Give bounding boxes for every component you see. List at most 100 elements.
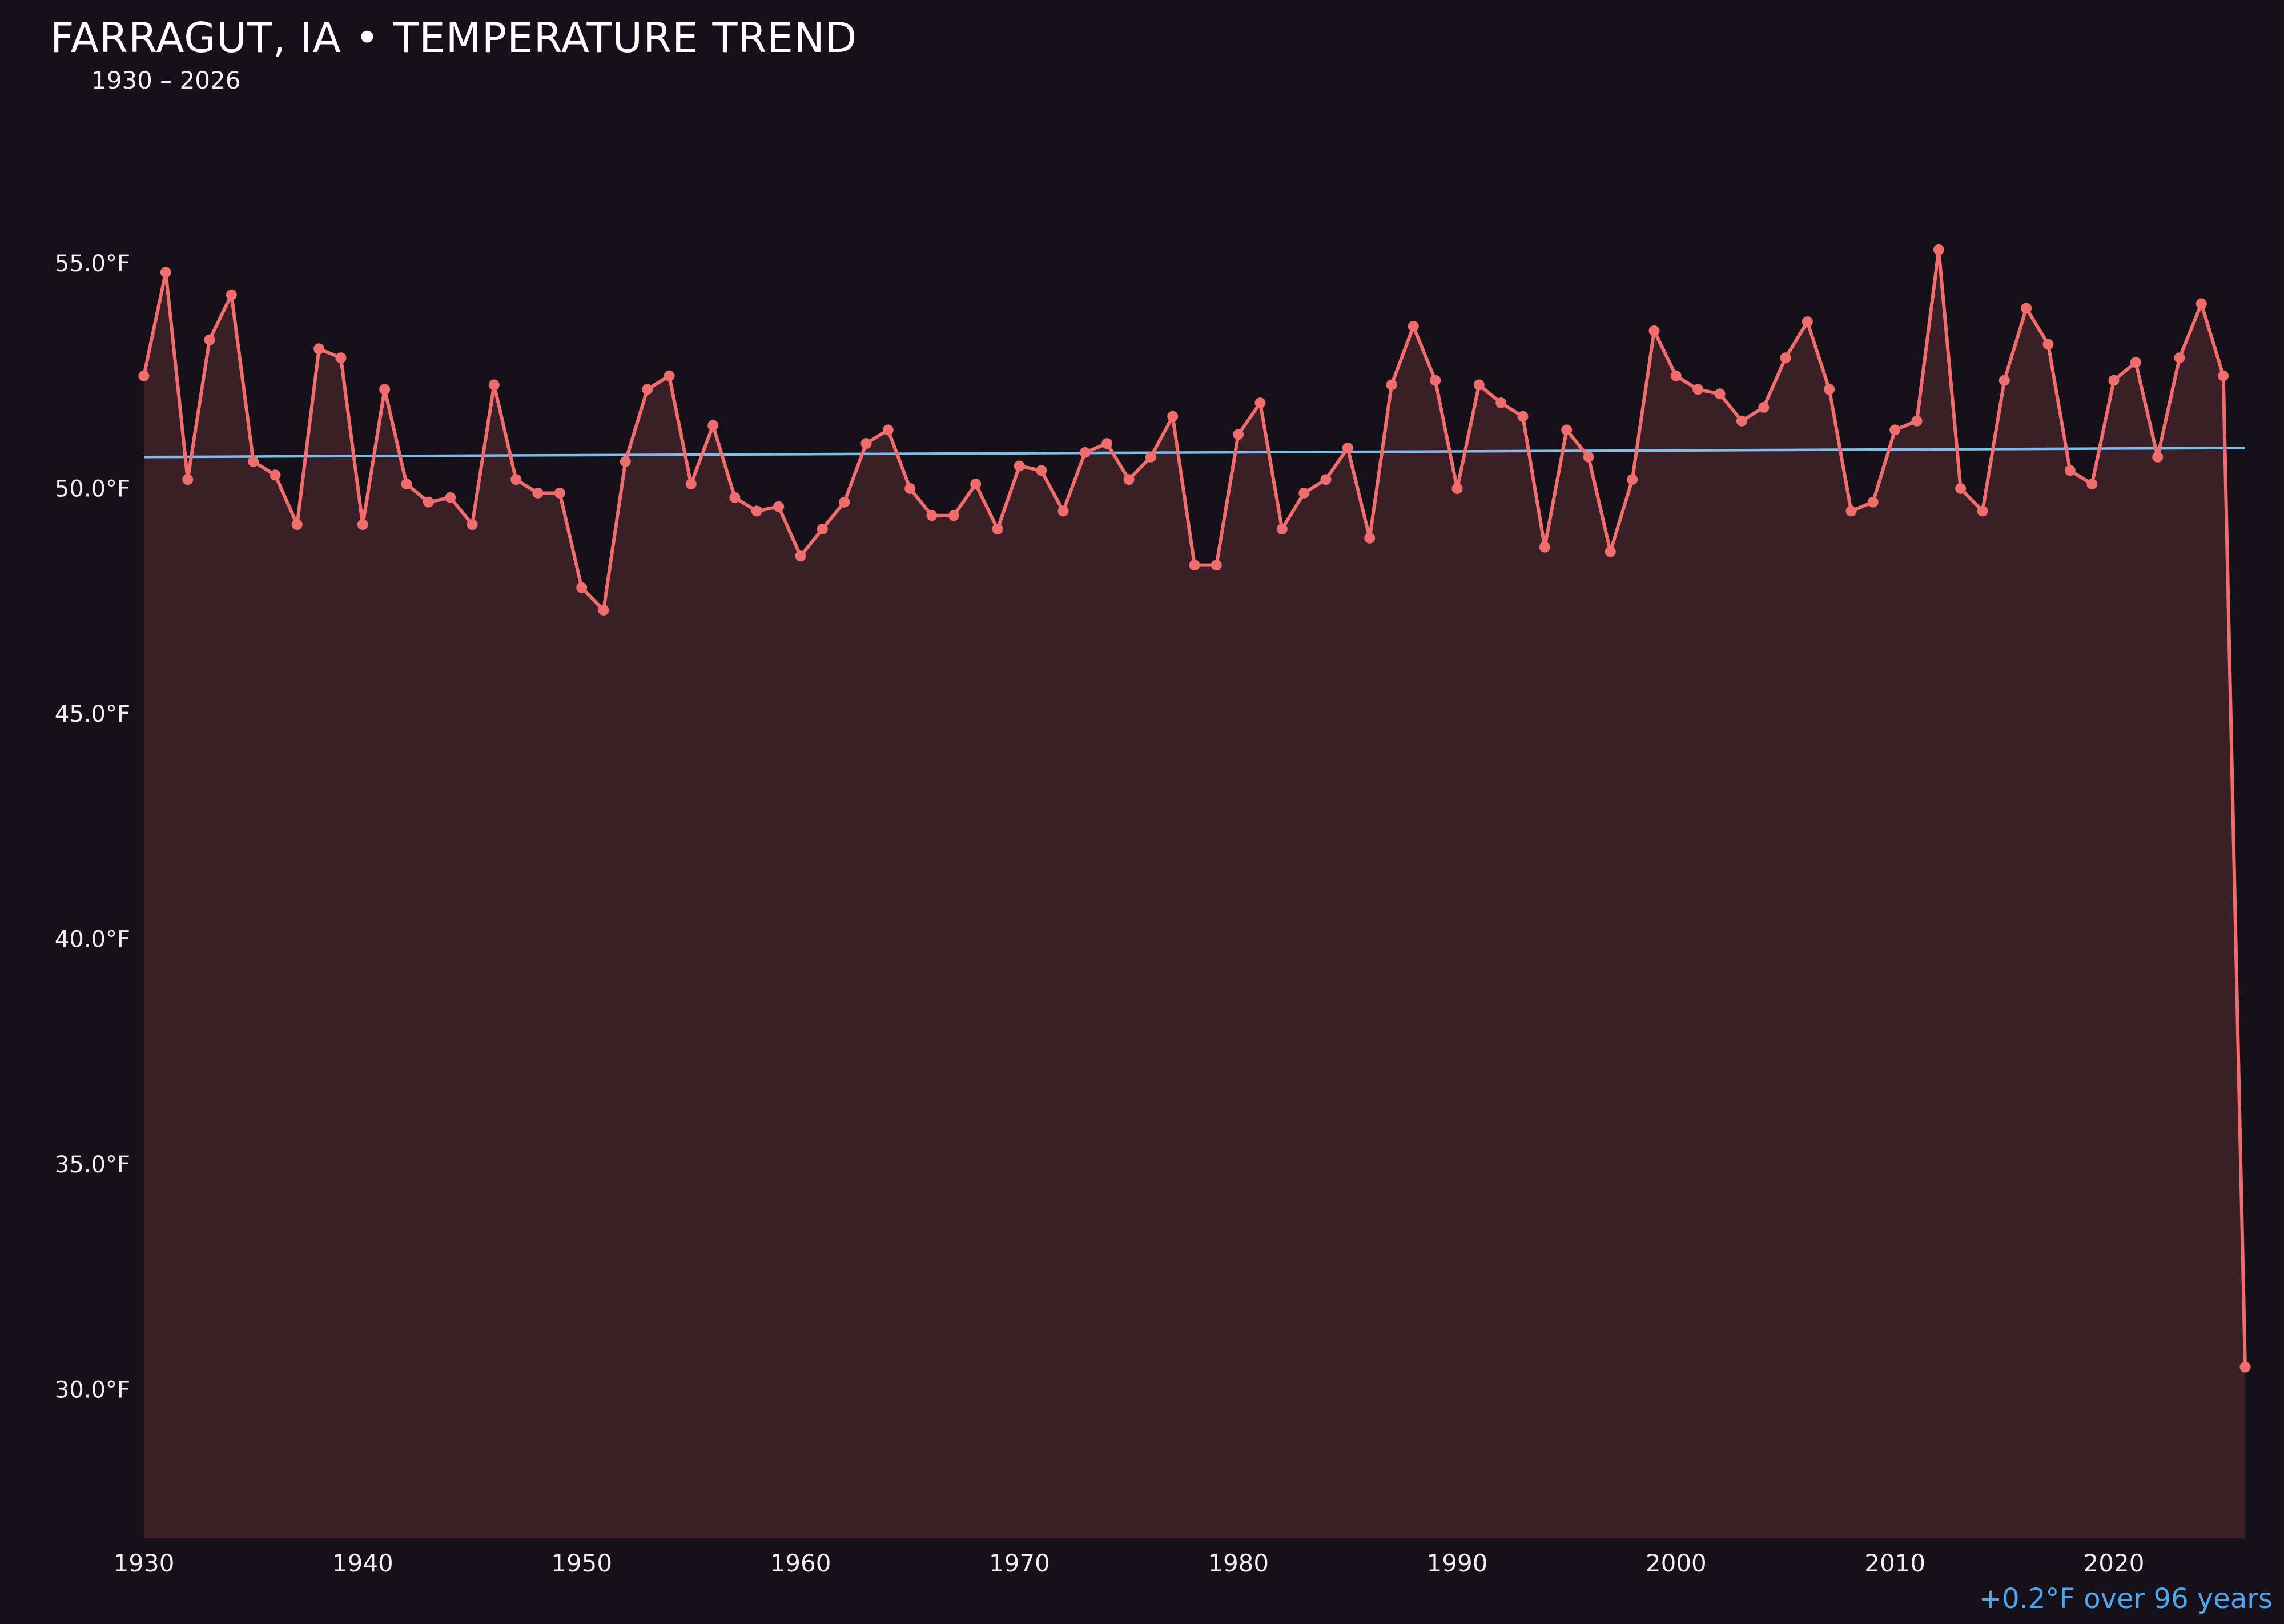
data-point xyxy=(2218,370,2229,381)
data-point xyxy=(2195,298,2207,309)
data-point xyxy=(664,370,675,381)
data-point xyxy=(1320,474,1332,485)
data-point xyxy=(379,384,391,395)
data-point xyxy=(335,352,347,364)
data-point xyxy=(1211,560,1222,571)
data-point xyxy=(1517,411,1529,422)
data-point xyxy=(817,524,828,534)
chart-area-fill xyxy=(144,250,2245,1538)
data-point xyxy=(1298,487,1310,499)
data-point xyxy=(882,424,894,436)
y-axis-tick-label: 30.0°F xyxy=(55,1377,130,1404)
data-point xyxy=(685,479,697,490)
data-point xyxy=(1889,424,1901,436)
x-axis-tick-label: 1950 xyxy=(551,1549,612,1577)
data-point xyxy=(2130,357,2141,368)
data-point xyxy=(1145,451,1156,463)
data-point xyxy=(182,474,194,485)
data-point xyxy=(1539,541,1550,553)
data-point xyxy=(2239,1361,2251,1373)
data-point xyxy=(291,519,303,530)
data-point xyxy=(860,438,872,449)
data-point xyxy=(554,487,565,499)
data-point xyxy=(2086,479,2098,490)
data-point xyxy=(1101,438,1113,449)
data-point xyxy=(707,420,719,431)
data-point xyxy=(926,510,938,521)
data-point xyxy=(532,487,544,499)
data-point xyxy=(839,496,850,508)
data-point xyxy=(1780,352,1791,364)
data-point xyxy=(970,479,982,490)
x-axis-tick-label: 1980 xyxy=(1208,1549,1269,1577)
data-point xyxy=(160,267,171,278)
data-point xyxy=(1254,397,1266,409)
data-point xyxy=(1955,483,1967,494)
data-point xyxy=(138,370,150,381)
y-axis-tick-label: 55.0°F xyxy=(55,251,130,277)
x-axis-tick-label: 2020 xyxy=(2084,1549,2145,1577)
trend-annotation: +0.2°F over 96 years xyxy=(1979,1583,2273,1615)
data-point xyxy=(2021,303,2032,314)
data-point xyxy=(904,483,916,494)
data-point xyxy=(1473,379,1485,391)
data-point xyxy=(1758,402,1770,413)
data-point xyxy=(1276,524,1288,534)
data-point xyxy=(1692,384,1704,395)
data-point xyxy=(1627,474,1638,485)
data-point xyxy=(1386,379,1397,391)
data-point xyxy=(2174,352,2185,364)
data-point xyxy=(313,343,325,355)
data-point xyxy=(795,550,806,562)
data-point xyxy=(1977,505,1988,517)
data-point xyxy=(1408,321,1419,332)
page-title: FARRAGUT, IA • TEMPERATURE TREND xyxy=(50,14,858,62)
y-axis-tick-label: 40.0°F xyxy=(55,927,130,953)
data-point xyxy=(1057,505,1069,517)
data-point xyxy=(1605,546,1616,557)
x-axis-tick-label: 2000 xyxy=(1646,1549,1707,1577)
data-point xyxy=(1998,375,2010,386)
data-point xyxy=(1736,415,1747,427)
data-point xyxy=(2152,451,2164,463)
data-point xyxy=(423,496,434,508)
data-point xyxy=(751,505,762,517)
data-point xyxy=(2042,339,2054,350)
data-point xyxy=(773,501,785,512)
data-point xyxy=(1079,447,1091,458)
data-point xyxy=(1561,424,1573,436)
data-point xyxy=(1845,505,1857,517)
data-point xyxy=(1036,465,1047,476)
x-axis-tick-label: 2010 xyxy=(1864,1549,1925,1577)
data-point xyxy=(1824,384,1835,395)
data-point xyxy=(1802,316,1813,328)
data-point xyxy=(598,605,609,616)
y-axis-tick-label: 35.0°F xyxy=(55,1152,130,1178)
data-point xyxy=(1014,460,1025,472)
page-subtitle: 1930 – 2026 xyxy=(91,66,241,94)
data-point xyxy=(576,582,588,593)
x-axis-tick-label: 1930 xyxy=(114,1549,175,1577)
data-point xyxy=(1451,483,1463,494)
data-point xyxy=(1123,474,1135,485)
data-point xyxy=(1233,429,1244,440)
chart-header: FARRAGUT, IA • TEMPERATURE TREND 1930 – … xyxy=(50,14,857,94)
data-point xyxy=(2064,465,2076,476)
x-axis-tick-label: 1990 xyxy=(1427,1549,1488,1577)
data-point xyxy=(1364,532,1376,544)
data-point xyxy=(1714,388,1726,400)
data-point xyxy=(510,474,522,485)
data-point xyxy=(729,492,741,503)
data-point xyxy=(1583,451,1594,463)
data-point xyxy=(948,510,959,521)
y-axis-tick-label: 45.0°F xyxy=(55,701,130,727)
data-point xyxy=(357,519,368,530)
data-point xyxy=(1867,496,1879,508)
x-axis-tick-label: 1960 xyxy=(770,1549,831,1577)
data-point xyxy=(1670,370,1682,381)
trend-line xyxy=(143,447,2246,459)
data-point xyxy=(270,469,281,481)
data-point xyxy=(1342,443,1353,453)
